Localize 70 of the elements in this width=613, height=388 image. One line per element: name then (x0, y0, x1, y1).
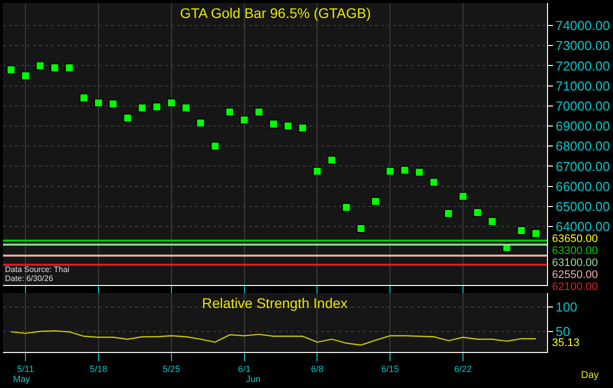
y-tick-label: 71000.00 (556, 78, 610, 94)
x-tick-label: 6/1 (238, 364, 251, 374)
annotation: Data Source: Thai (5, 265, 70, 274)
x-tick-label: 6/8 (310, 364, 324, 374)
point (473, 208, 482, 217)
text: 63650.00 (552, 233, 598, 245)
x-tick-label: 5/11 (17, 364, 34, 374)
x-tick-label: 6/22 (454, 364, 472, 374)
point (240, 115, 249, 124)
point (268, 120, 278, 128)
point (210, 142, 220, 151)
y-tick-label: 73000.00 (556, 38, 610, 54)
point (225, 107, 234, 116)
point (414, 168, 424, 177)
point (152, 102, 162, 112)
point (327, 156, 336, 165)
text: May (13, 374, 30, 384)
text: Jun (246, 374, 261, 384)
point (123, 113, 132, 122)
point (6, 65, 16, 74)
line-series (10, 330, 537, 346)
chart-title: GTA Gold Bar 96.5% (GTAGB) (180, 5, 371, 21)
y-tick-label: 65000.00 (556, 198, 610, 214)
point (342, 202, 351, 212)
point (531, 229, 540, 238)
point (356, 224, 366, 234)
point (400, 166, 410, 175)
point (21, 71, 30, 80)
ref-line-label: 62100.00 (552, 281, 598, 293)
x-tick-label: 5/25 (162, 364, 180, 374)
y-tick-label: 64000.00 (556, 219, 610, 234)
point (284, 122, 293, 131)
y-tick-label: 69000.00 (556, 118, 610, 134)
point (488, 216, 497, 226)
ref-line-label: 62550.00 (552, 269, 598, 281)
point (254, 107, 264, 116)
x-tick-label: 6/15 (381, 364, 399, 374)
y-tick-label: 66000.00 (556, 178, 610, 194)
point (429, 178, 438, 187)
point (36, 61, 45, 70)
y-tick-label: 68000.00 (556, 138, 610, 154)
point (79, 93, 88, 102)
point (458, 192, 468, 201)
point (386, 166, 395, 176)
annotation: Date: 6/30/26 (5, 274, 54, 283)
point (516, 226, 526, 236)
y-tick-label: 72000.00 (556, 58, 610, 74)
y-tick-label: 70000.00 (556, 98, 610, 114)
point (181, 103, 190, 112)
point (196, 118, 206, 128)
x-tick-label: 5/18 (90, 364, 108, 374)
point (298, 124, 308, 133)
y-tick-label: 67000.00 (556, 158, 610, 174)
point (371, 196, 380, 206)
y-tick-label: 50 (556, 324, 570, 339)
y-tick-label: 100 (556, 299, 578, 314)
y-tick-label: 74000.00 (556, 18, 610, 34)
chart-title: Relative Strength Index (202, 295, 348, 311)
x-axis-title: Day (581, 370, 599, 381)
point (94, 98, 103, 108)
point (108, 99, 118, 108)
point (444, 208, 453, 218)
text: 35.13 (552, 337, 580, 349)
point (166, 98, 176, 108)
ref-line-label: 63300.00 (552, 245, 598, 257)
point (312, 166, 322, 176)
point (138, 103, 147, 112)
point (50, 63, 60, 72)
point (64, 63, 74, 72)
ref-line-label: 63100.00 (552, 257, 598, 269)
